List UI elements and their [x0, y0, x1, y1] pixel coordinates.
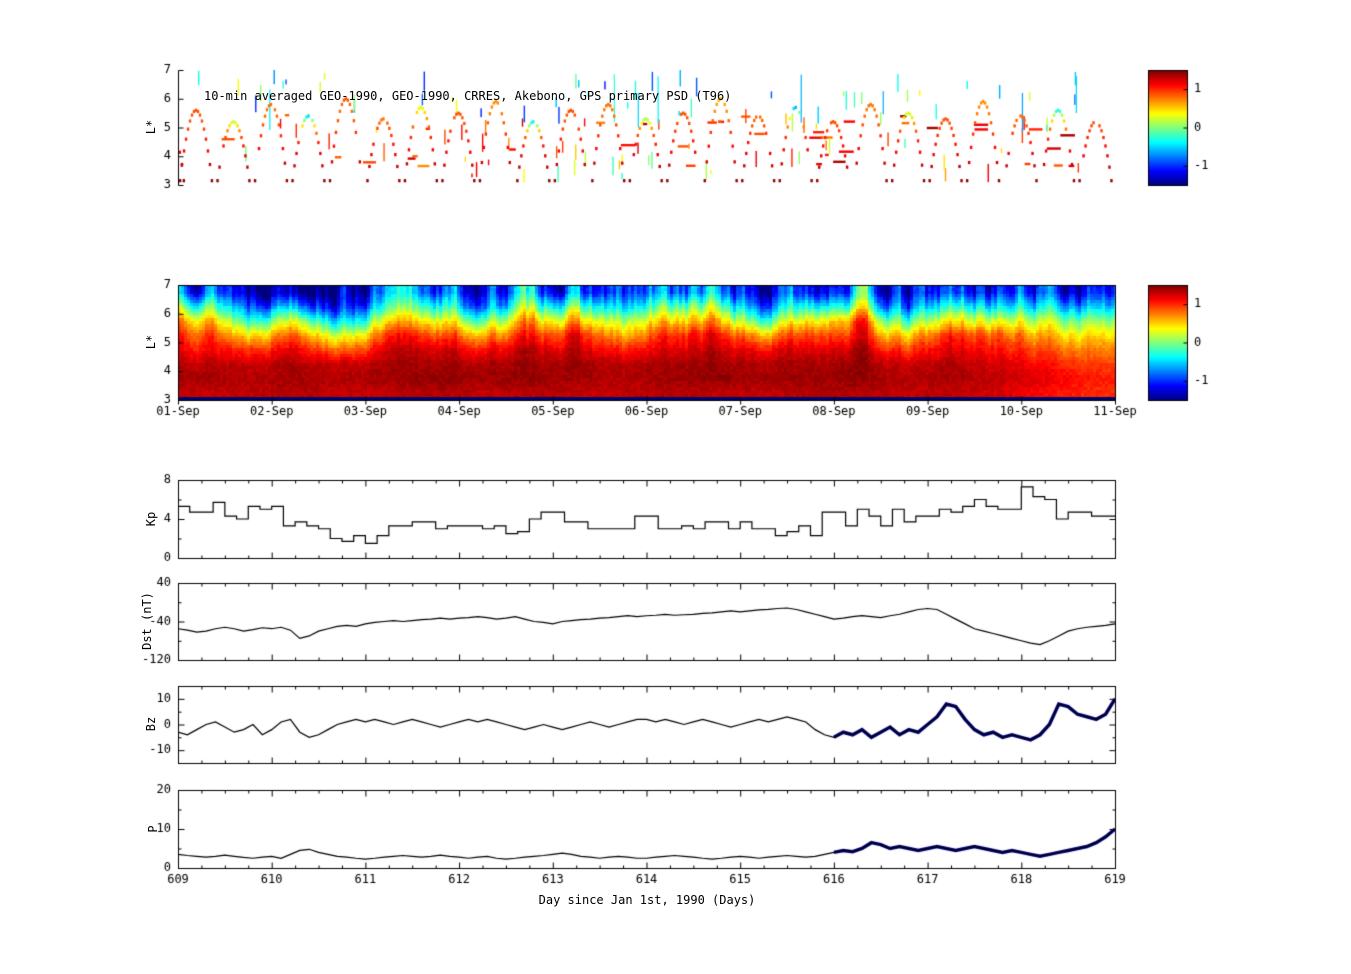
ylabel-kp: Kp: [144, 511, 158, 527]
ylabel-lstar-scatter: L*: [144, 119, 158, 135]
ylabel-dst: Dst (nT): [140, 592, 154, 650]
ylabel-bz: Bz: [144, 716, 158, 732]
x-axis-label: Day since Jan 1st, 1990 (Days): [538, 893, 756, 907]
ylabel-lstar-heatmap: L*: [144, 334, 158, 350]
plot-title: 10-min averaged GEO-1990, GEO-1990, CRRE…: [204, 89, 732, 103]
ylabel-p: P: [146, 825, 160, 833]
